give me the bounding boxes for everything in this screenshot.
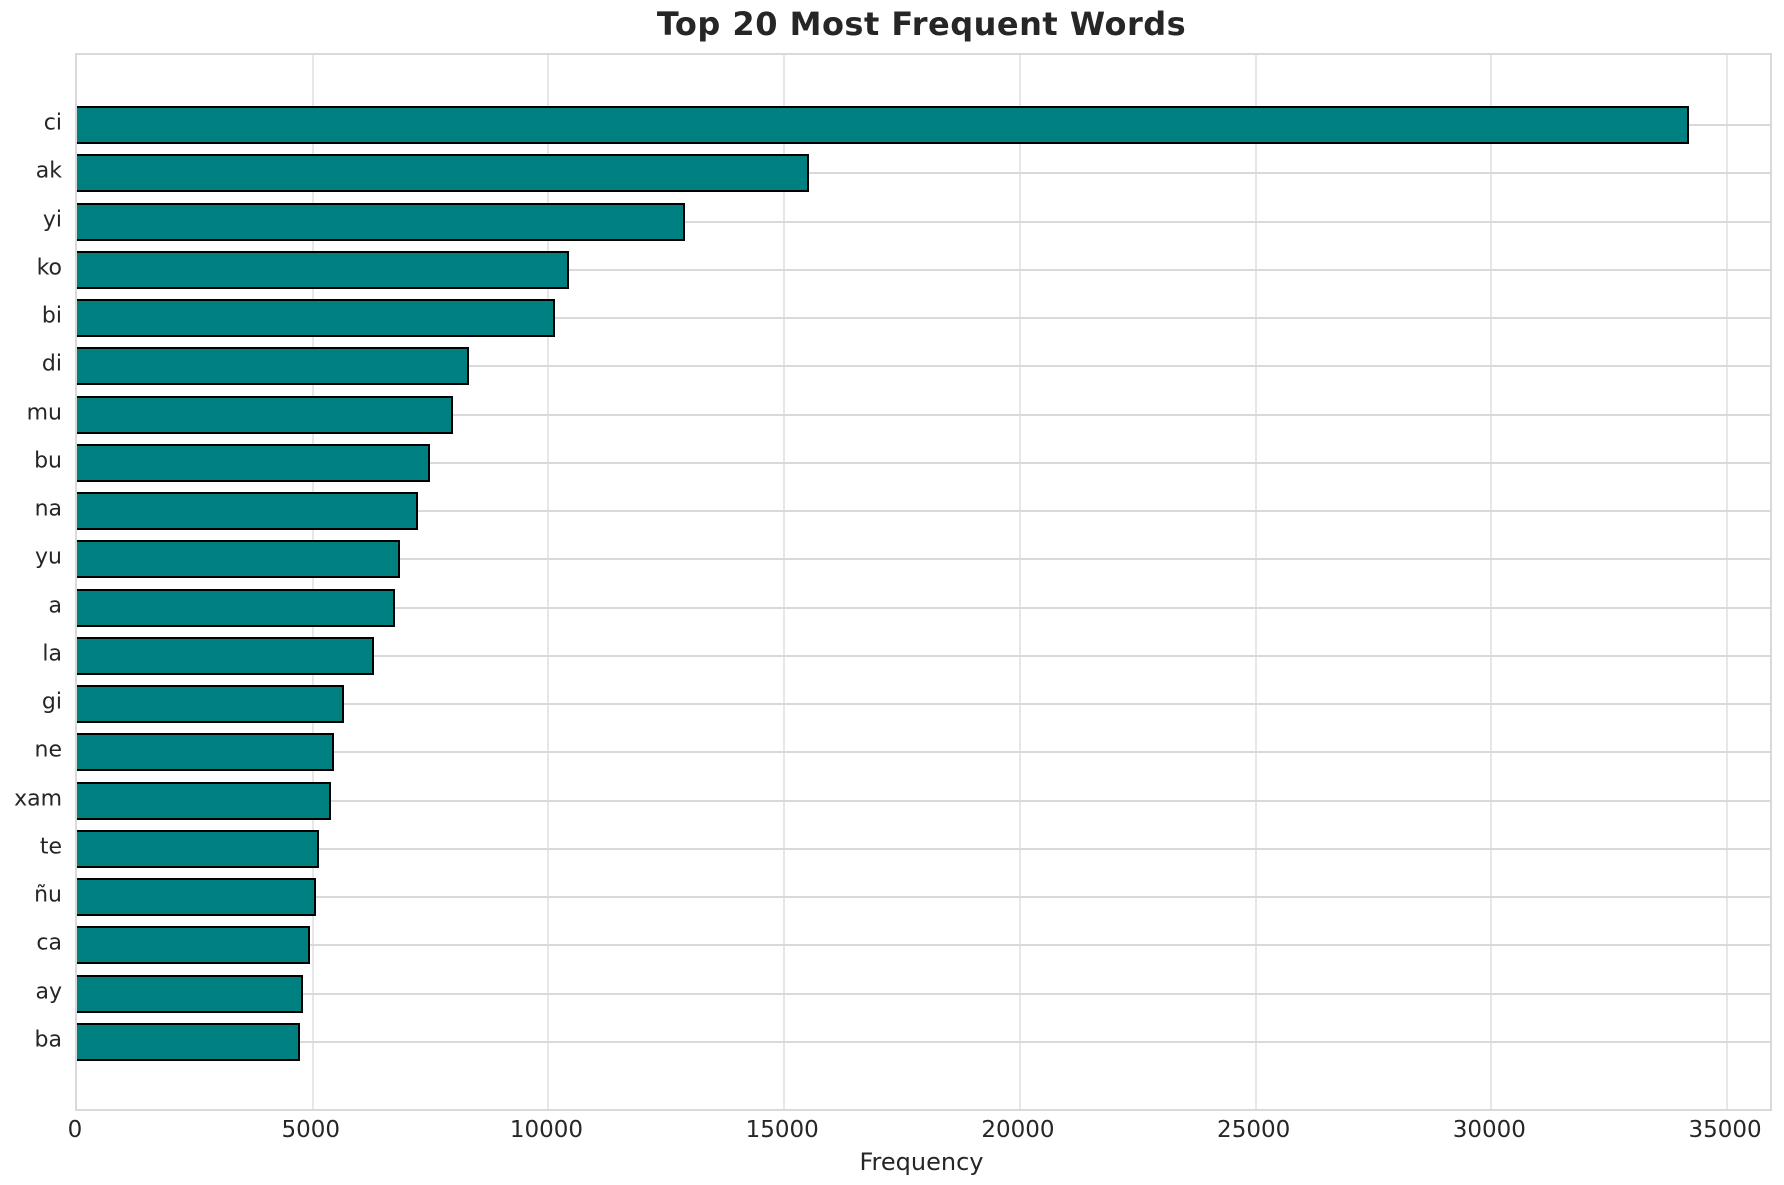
gridline-h bbox=[77, 799, 1770, 802]
gridline-h bbox=[77, 703, 1770, 705]
gridline-h bbox=[77, 365, 1770, 368]
bar-bi bbox=[77, 299, 556, 337]
gridline-h bbox=[77, 510, 1770, 512]
plot-area bbox=[75, 53, 1772, 1111]
bar-di bbox=[77, 347, 470, 386]
gridline-h bbox=[77, 220, 1770, 223]
y-axis-label: xam bbox=[14, 786, 62, 811]
gridline-v bbox=[1490, 55, 1493, 1109]
gridline-h bbox=[77, 847, 1770, 850]
x-tick-label: 30000 bbox=[1452, 1117, 1526, 1143]
x-axis-title: Frequency bbox=[859, 1148, 984, 1176]
gridline-h bbox=[77, 992, 1770, 995]
x-tick-label: 25000 bbox=[1217, 1117, 1291, 1143]
y-axis-label: bu bbox=[34, 448, 62, 474]
y-axis-label: di bbox=[41, 351, 62, 377]
bar-ay bbox=[77, 974, 304, 1013]
x-tick-label: 15000 bbox=[745, 1117, 819, 1143]
x-tick-label: 0 bbox=[67, 1117, 83, 1143]
gridline-h bbox=[77, 606, 1770, 609]
bar-bu bbox=[77, 443, 431, 482]
bar-ci bbox=[77, 106, 1690, 144]
gridline-v bbox=[311, 55, 314, 1109]
gridline-v bbox=[1726, 55, 1729, 1109]
bar-gi bbox=[77, 685, 345, 723]
x-axis-ticks: 0 5000 10000 15000 20000 25000 30000 35000 bbox=[68, 1117, 1768, 1147]
gridline-h bbox=[77, 268, 1770, 271]
bar-yu bbox=[77, 540, 401, 579]
y-axis-label: gi bbox=[41, 689, 62, 715]
y-axis-label: ca bbox=[36, 930, 62, 956]
bar-xam bbox=[77, 781, 331, 820]
bar-ba bbox=[77, 1022, 301, 1061]
gridline-h bbox=[77, 413, 1770, 416]
y-axis-label: ak bbox=[35, 158, 62, 184]
gridline-h bbox=[77, 317, 1770, 319]
y-axis-label: na bbox=[34, 496, 62, 522]
bar-mu bbox=[77, 395, 454, 434]
y-axis-label: la bbox=[42, 641, 62, 667]
y-axis-label: mu bbox=[26, 400, 62, 425]
bar-na bbox=[77, 492, 419, 530]
y-axis-labels: ci ak yi ko bi di mu bu na yu a la gi ne xam te ñu ca ay ba bbox=[0, 53, 62, 1107]
gridline-h bbox=[77, 944, 1770, 947]
y-axis-label: ci bbox=[43, 110, 62, 136]
bar-ca bbox=[77, 926, 311, 965]
y-axis-label: a bbox=[48, 593, 62, 618]
gridline-h bbox=[77, 558, 1770, 561]
bar-la bbox=[77, 636, 375, 675]
y-axis-label: bi bbox=[41, 303, 62, 329]
gridline-h bbox=[77, 654, 1770, 657]
x-tick-label: 20000 bbox=[981, 1117, 1055, 1143]
bar-yi bbox=[77, 202, 685, 241]
gridline-h bbox=[77, 461, 1770, 464]
gridline-v bbox=[1254, 55, 1257, 1109]
bar-a bbox=[77, 588, 396, 627]
gridline-v bbox=[547, 55, 550, 1109]
bar-ak bbox=[77, 154, 810, 193]
x-tick-label: 35000 bbox=[1688, 1117, 1762, 1143]
y-axis-label: ne bbox=[34, 737, 62, 763]
y-axis-label: yi bbox=[42, 207, 62, 232]
x-tick-label: 5000 bbox=[281, 1117, 340, 1143]
y-axis-label: yu bbox=[35, 544, 62, 570]
chart-title: Top 20 Most Frequent Words bbox=[656, 5, 1187, 43]
gridline-h bbox=[77, 896, 1770, 898]
gridline-h bbox=[77, 172, 1770, 175]
bar-te bbox=[77, 829, 320, 868]
bar-ñu bbox=[77, 878, 317, 916]
gridline-v bbox=[783, 55, 786, 1109]
bar-ko bbox=[77, 250, 569, 289]
y-axis-label: ba bbox=[34, 1027, 62, 1053]
gridline-h bbox=[77, 751, 1770, 754]
y-axis-label: ñu bbox=[34, 882, 62, 908]
y-axis-label: te bbox=[39, 834, 62, 860]
y-axis-label: ko bbox=[36, 255, 62, 281]
y-axis-label: ay bbox=[35, 979, 62, 1004]
x-tick-label: 10000 bbox=[509, 1117, 584, 1143]
bar-ne bbox=[77, 733, 335, 772]
gridline-h bbox=[77, 1040, 1770, 1043]
gridline-v bbox=[1018, 55, 1021, 1109]
